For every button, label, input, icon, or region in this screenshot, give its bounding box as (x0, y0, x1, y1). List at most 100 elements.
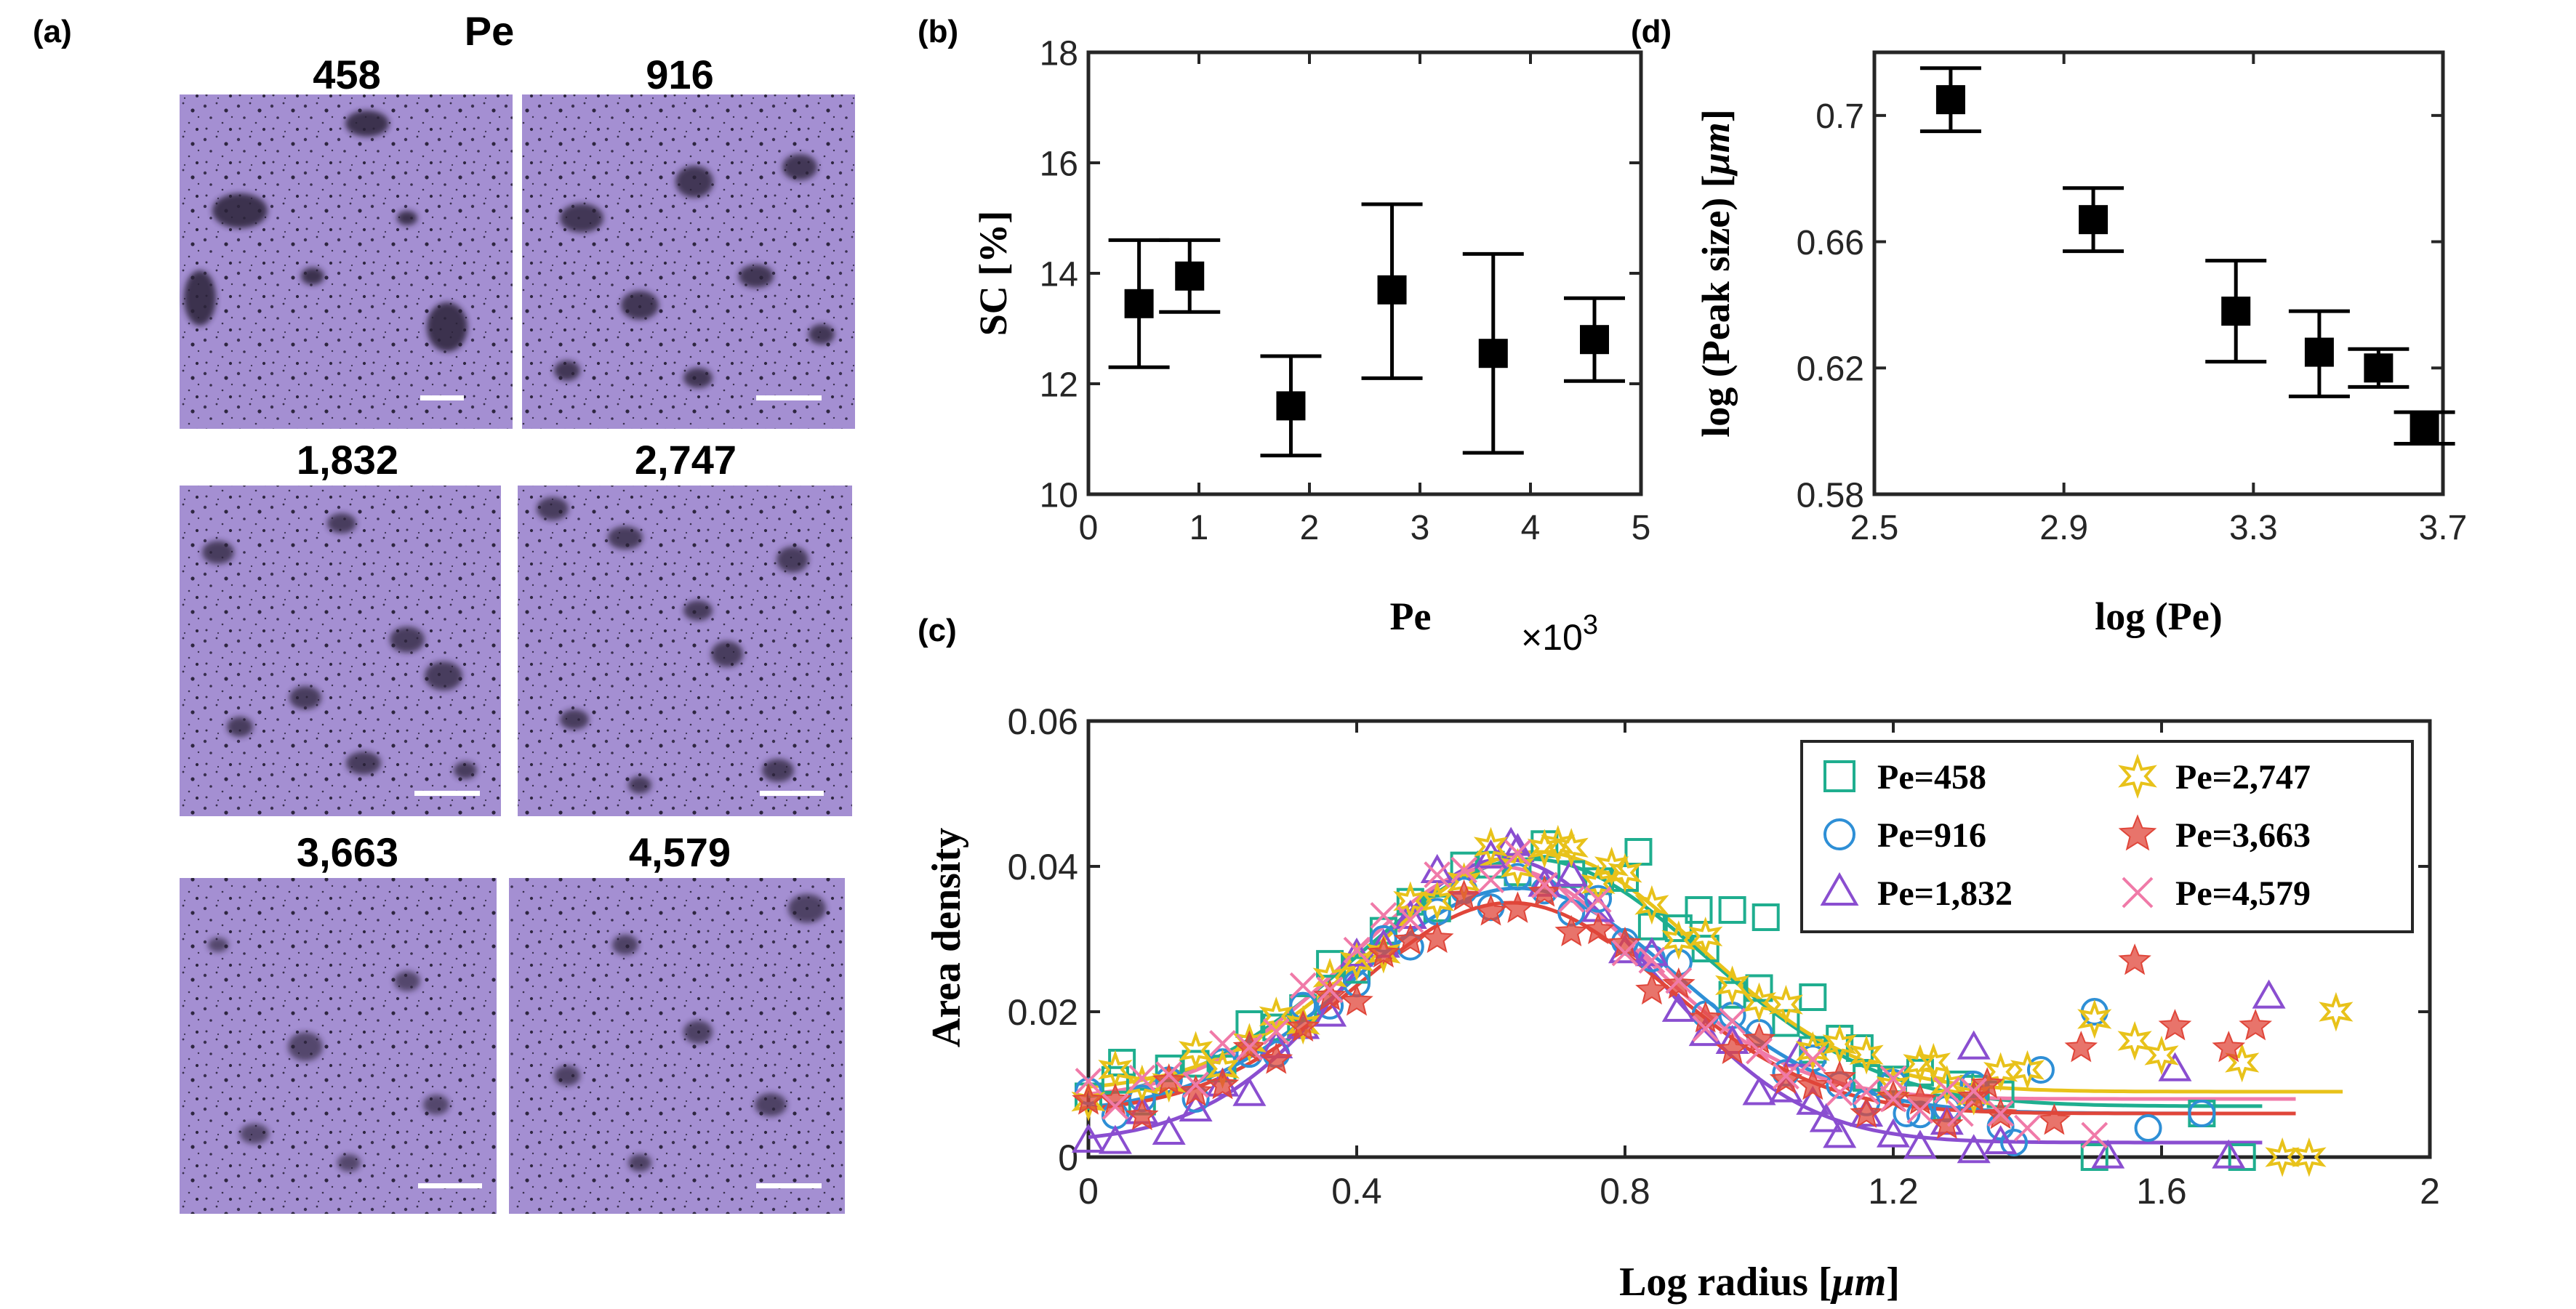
micrograph-title: 458 (313, 52, 380, 97)
data-point (1477, 866, 1504, 894)
data-point (1397, 906, 1424, 933)
micrograph-title: 916 (646, 52, 713, 97)
data-point (1262, 1013, 1291, 1042)
data-point (1276, 391, 1306, 421)
data-point (1316, 976, 1344, 1004)
data-point (1809, 1103, 1843, 1132)
data-point (2118, 814, 2157, 851)
data-point (1182, 1071, 1210, 1098)
data-point (1879, 1085, 1907, 1113)
data-point (1987, 1100, 2015, 1127)
data-point (1152, 1063, 1186, 1095)
micrograph-title: 4,579 (629, 829, 731, 875)
data-point (1688, 1001, 1722, 1033)
data-point (2118, 943, 2151, 975)
data-point (2410, 413, 2439, 443)
micrograph-4579: 4,579 (509, 829, 845, 1214)
y-axis-label-suffix: ] (1694, 109, 1738, 122)
data-point (1594, 846, 1629, 887)
data-point (2079, 205, 2108, 235)
data-point (2118, 754, 2157, 799)
data-point (2304, 337, 2334, 367)
data-point (1823, 818, 1855, 850)
data-point (1473, 826, 1509, 867)
micrograph-916: 916 (522, 52, 855, 429)
data-point (1313, 997, 1347, 1027)
y-tick-label: 0.62 (1797, 350, 1864, 389)
data-point (1853, 1078, 1880, 1105)
data-point (2228, 1143, 2256, 1171)
x-tick-label: 1.6 (2136, 1171, 2187, 1212)
data-point (1769, 1062, 1803, 1095)
panel-d-label: (d) (1631, 14, 1672, 49)
data-point (1313, 979, 1347, 1011)
data-point (1071, 1123, 1106, 1153)
data-point (1688, 917, 1723, 956)
data-point (1370, 902, 1397, 929)
micrograph-1832: 1,832 (180, 437, 501, 816)
data-point (2292, 1137, 2327, 1177)
data-point (1377, 275, 1407, 305)
fit-curve (1088, 857, 2263, 1145)
data-point (1500, 847, 1535, 887)
plot-frame (1086, 719, 2432, 1159)
data-point (1343, 936, 1371, 964)
data-point (1715, 965, 1750, 1005)
panel-a-label: (a) (33, 14, 72, 49)
data-point (1746, 1037, 1773, 1065)
data-point (2319, 991, 2354, 1032)
data-point (1554, 828, 1589, 868)
data-point (2364, 353, 2394, 383)
x-axis-label: Pe (1390, 595, 1432, 638)
data-point (1903, 1044, 1938, 1084)
x-tick-label: 2.5 (1850, 509, 1899, 547)
data-point (1823, 760, 1855, 792)
data-point (1799, 983, 1827, 1011)
data-point (2212, 1031, 2246, 1063)
data-point (1424, 861, 1451, 888)
scale-bar (418, 1183, 482, 1188)
legend-label: Pe=2,747 (2175, 758, 2311, 797)
y-tick-label: 14 (1040, 255, 1078, 294)
data-point (1478, 339, 1508, 368)
data-point (1608, 853, 1642, 893)
data-point (1259, 1042, 1293, 1074)
data-point (1796, 1068, 1830, 1100)
data-point (2221, 297, 2251, 326)
data-point (2081, 1121, 2108, 1149)
data-point (1946, 1100, 1974, 1127)
data-point (1893, 1100, 1921, 1127)
data-point (1339, 938, 1374, 967)
y-axis-label-prefix: log (Peak size) [ (1694, 174, 1738, 437)
data-point (2117, 1020, 2152, 1061)
data-point (2122, 877, 2154, 909)
data-point (2252, 979, 2286, 1009)
data-point (1742, 1022, 1776, 1054)
x-tick-label: 2 (2420, 1171, 2440, 1212)
x-axis-label: log (Pe) (2095, 595, 2222, 638)
data-point (1638, 946, 1666, 974)
data-point (1611, 939, 1639, 967)
scale-bar (756, 1183, 822, 1188)
data-point (2158, 1009, 2192, 1041)
data-point (2080, 1143, 2108, 1171)
data-point (1795, 1031, 1830, 1071)
data-point (1741, 982, 1777, 1023)
data-point (1541, 824, 1576, 865)
data-point (1501, 891, 1535, 923)
data-point (1634, 885, 1669, 925)
data-point (1366, 934, 1401, 974)
legend-label: Pe=3,663 (2175, 816, 2311, 855)
data-point (1906, 1097, 1934, 1124)
micrograph-title: 2,747 (635, 437, 737, 483)
data-point (1075, 1068, 1102, 1095)
data-point (1822, 1024, 1857, 1065)
legend: Pe=458 Pe=916 Pe=1,832 Pe=2,747 Pe=3,663 Pe=4… (1800, 740, 2414, 933)
data-point (1665, 967, 1693, 994)
data-point (1581, 912, 1615, 945)
x-tick-label: 0 (1079, 509, 1099, 547)
y-tick-label: 0.04 (1008, 847, 1078, 887)
chart-c: (c) 0 0.4 0.8 1.2 1.6 2 0 0.02 0.04 0.06 Log radi… (918, 613, 2440, 1305)
legend-label: Pe=916 (1877, 816, 1986, 855)
